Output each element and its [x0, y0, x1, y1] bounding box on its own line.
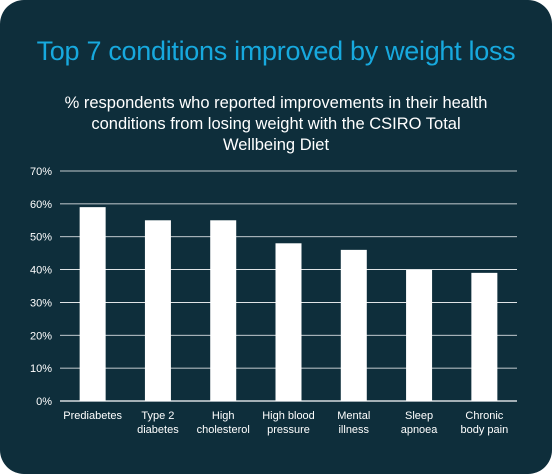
y-tick-label: 20%: [30, 330, 52, 342]
x-tick-label: High cholesterol: [197, 410, 250, 436]
chart-title: Top 7 conditions improved by weight loss: [36, 36, 516, 66]
x-tick-label: Type 2 diabetes: [137, 410, 179, 436]
y-tick-label: 40%: [30, 265, 52, 277]
bar: [340, 249, 367, 401]
x-tick-label: Chronic body pain: [460, 410, 508, 436]
y-tick-label: 10%: [30, 363, 52, 375]
x-tick-label: Mental illness: [337, 410, 370, 436]
y-tick-label: 30%: [30, 297, 52, 309]
bar: [210, 220, 237, 401]
bar: [79, 207, 106, 401]
x-axis: Prediabetes Type 2 diabetes High cholesterol…: [63, 410, 508, 436]
y-tick-label: 60%: [30, 199, 52, 211]
bar: [144, 220, 171, 401]
y-axis: 0% 10% 20% 30% 40% 50% 60% 70%: [30, 166, 52, 408]
bar: [406, 269, 433, 401]
bar: [275, 243, 302, 401]
y-tick-label: 70%: [30, 166, 52, 178]
bar: [471, 272, 498, 401]
y-tick-label: 0%: [36, 396, 52, 408]
bars: [79, 207, 498, 401]
x-tick-label: High blood pressure: [262, 410, 315, 436]
chart-subtitle: % respondents who reported improvements …: [64, 94, 488, 154]
x-tick-label: Sleep apnoea: [401, 410, 439, 436]
x-tick-label: Prediabetes: [63, 410, 122, 422]
y-tick-label: 50%: [30, 232, 52, 244]
